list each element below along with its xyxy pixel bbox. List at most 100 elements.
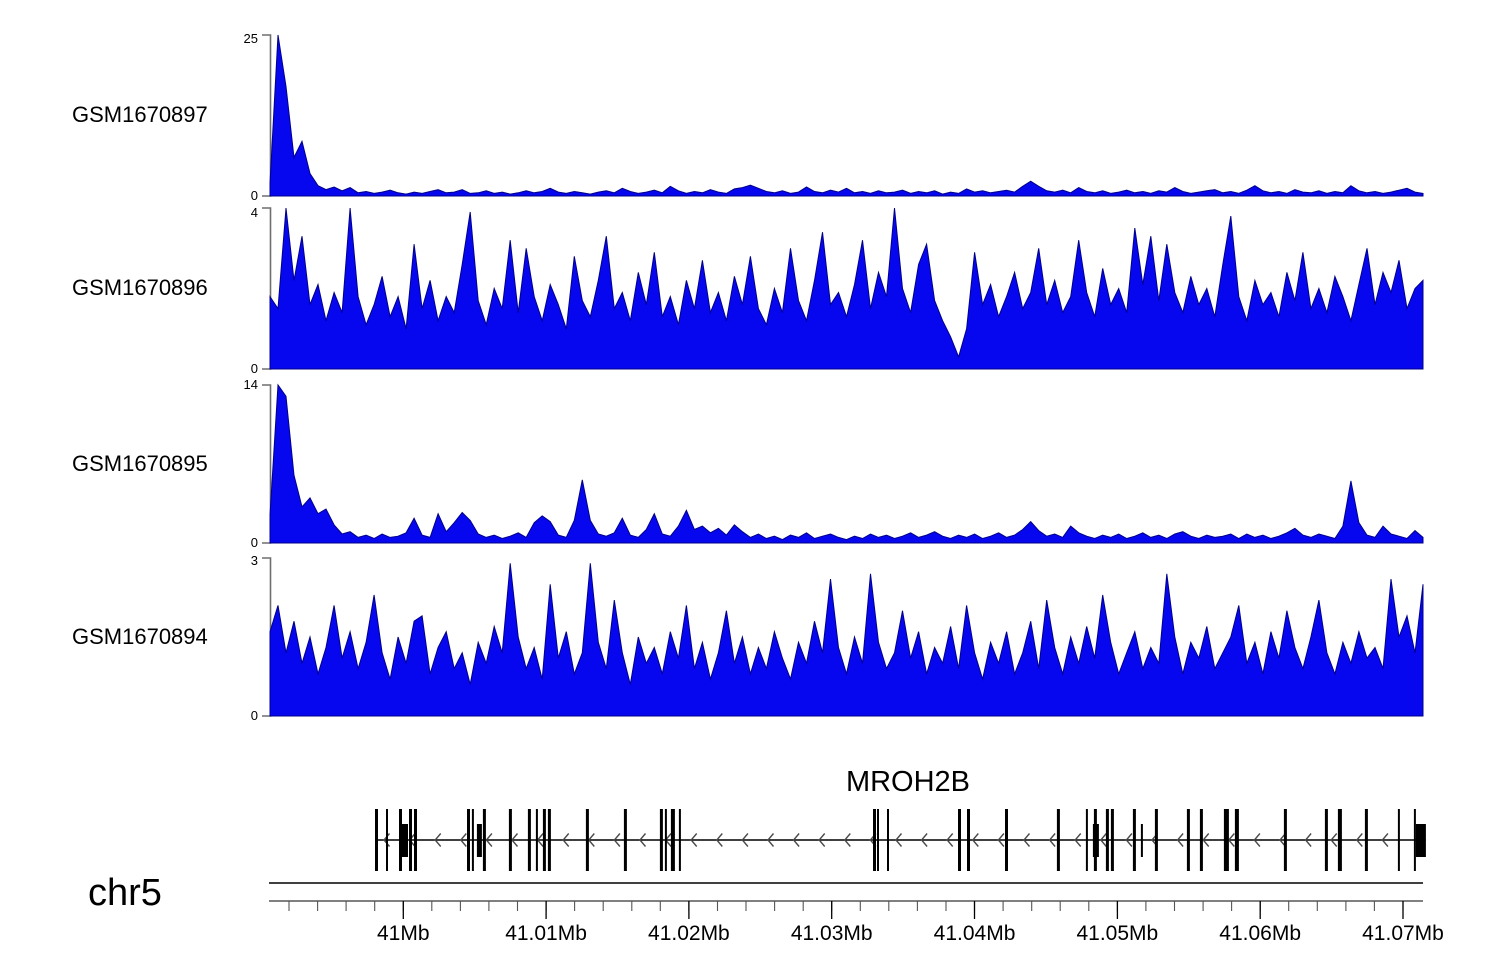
gene-exon	[1132, 809, 1136, 871]
gene-exon	[467, 809, 470, 871]
axis-tick-label: 41Mb	[376, 922, 430, 945]
gene-exon	[535, 809, 538, 871]
yaxis-min-track2: 0	[250, 361, 258, 376]
gene-exon-short	[1140, 824, 1143, 857]
gene-exon	[1283, 809, 1287, 871]
signal-area-gsm1670895	[269, 383, 1424, 544]
axis-tick-label: 41.05Mb	[1076, 922, 1159, 945]
strand-arrow-left-icon	[639, 833, 647, 847]
gene-exon	[1223, 809, 1229, 871]
gene-exon	[585, 809, 589, 871]
strand-arrow-left-icon	[1330, 833, 1338, 847]
strand-arrow-left-icon	[562, 833, 570, 847]
gene-exon	[471, 809, 474, 871]
axis-tick-label: 41.07Mb	[1362, 922, 1444, 945]
axis-tick-label: 41.03Mb	[790, 922, 873, 945]
strand-arrow-left-icon	[715, 833, 723, 847]
strand-arrow-left-icon	[997, 833, 1005, 847]
gene-exon-short	[400, 824, 408, 857]
gene-name-label: MROH2B	[845, 766, 971, 798]
axis-tick-label: 41.06Mb	[1219, 922, 1302, 945]
strand-arrow-left-icon	[1279, 833, 1287, 847]
signal-area-gsm1670897	[269, 34, 1424, 197]
gene-exon	[1154, 809, 1158, 871]
axis-tick-label: 41.02Mb	[648, 922, 730, 945]
yaxis-min-track4: 0	[250, 708, 258, 723]
gene-exon-short	[476, 824, 482, 857]
gene-exon	[542, 809, 546, 871]
gene-exon	[1110, 809, 1114, 871]
gene-exon	[1397, 809, 1400, 871]
signal-area-gsm1670896	[269, 207, 1424, 370]
signal-area-gsm1670894	[269, 563, 1424, 717]
gene-exon	[1364, 809, 1368, 871]
gene-exon	[873, 809, 876, 871]
gene-exon-short	[1415, 824, 1426, 857]
track-label-gsm1670895: GSM1670895	[72, 451, 208, 476]
strand-arrow-left-icon	[1381, 833, 1389, 847]
strand-arrow-left-icon	[1074, 833, 1082, 847]
gene-exon	[527, 809, 531, 871]
track-label-gsm1670896: GSM1670896	[72, 275, 208, 300]
yaxis-bracket-track4	[262, 557, 272, 717]
strand-arrow-left-icon	[946, 833, 954, 847]
strand-arrow-left-icon	[1023, 833, 1031, 847]
axis-tick-label: 41.04Mb	[933, 922, 1016, 945]
strand-arrow-left-icon	[1048, 833, 1056, 847]
gene-exon	[1337, 809, 1342, 871]
gene-exon	[1085, 809, 1088, 871]
gene-exon	[1199, 809, 1203, 871]
strand-arrow-left-icon	[767, 833, 775, 847]
strand-arrow-left-icon	[792, 833, 800, 847]
gene-exon	[877, 809, 879, 871]
yaxis-max-track2: 4	[250, 205, 258, 220]
track-label-gsm1670897: GSM1670897	[72, 102, 208, 127]
strand-arrow-left-icon	[1355, 833, 1363, 847]
gene-exon	[670, 809, 675, 871]
strand-arrow-left-icon	[1253, 833, 1261, 847]
gene-exon	[1005, 809, 1008, 871]
axis-tick-label: 41.01Mb	[505, 922, 587, 945]
gene-exon	[659, 809, 663, 871]
strand-arrow-left-icon	[1099, 833, 1107, 847]
gene-exon	[967, 809, 970, 871]
gene-exon	[1324, 809, 1328, 871]
gene-exon	[623, 809, 627, 871]
strand-arrow-left-icon	[690, 833, 698, 847]
strand-arrow-left-icon	[971, 833, 979, 847]
yaxis-bracket-track2	[262, 207, 272, 370]
gene-exon	[664, 809, 667, 871]
strand-arrow-left-icon	[511, 833, 519, 847]
yaxis-max-track4: 3	[250, 553, 258, 568]
yaxis-max-track3: 14	[243, 377, 258, 392]
gene-exon	[1056, 809, 1060, 871]
gene-exon	[409, 809, 412, 871]
strand-arrow-left-icon	[818, 833, 826, 847]
yaxis-bracket-track1	[262, 34, 272, 197]
strand-arrow-left-icon	[1176, 833, 1184, 847]
gene-exon	[375, 809, 378, 871]
strand-arrow-left-icon	[1304, 833, 1312, 847]
gene-exon	[887, 809, 889, 871]
strand-arrow-left-icon	[434, 833, 442, 847]
gene-exon	[386, 809, 388, 871]
gene-exon	[414, 809, 417, 871]
gene-exon	[1105, 809, 1109, 871]
gene-exon	[482, 809, 486, 871]
strand-arrow-left-icon	[1202, 833, 1210, 847]
yaxis-min-track1: 0	[250, 188, 258, 203]
yaxis-max-track1: 25	[243, 31, 258, 46]
gene-exon	[1093, 809, 1097, 871]
track-label-gsm1670894: GSM1670894	[72, 624, 208, 649]
gene-exon	[958, 809, 961, 871]
gene-exon	[1234, 809, 1239, 871]
gene-exon	[547, 809, 551, 871]
gene-exon	[508, 809, 512, 871]
chromosome-label: chr5	[88, 872, 162, 914]
strand-arrow-left-icon	[920, 833, 928, 847]
yaxis-bracket-track3	[262, 384, 272, 544]
strand-arrow-left-icon	[485, 833, 493, 847]
strand-arrow-left-icon	[613, 833, 621, 847]
strand-arrow-left-icon	[459, 833, 467, 847]
